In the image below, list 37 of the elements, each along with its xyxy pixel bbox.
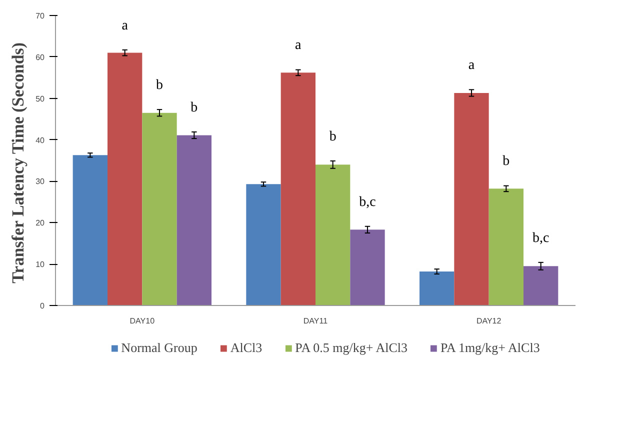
data-label: b — [156, 78, 163, 93]
y-tick-label: 30 — [36, 177, 46, 186]
data-label: b — [502, 154, 510, 170]
y-tick-label: 70 — [36, 12, 46, 20]
bar — [454, 92, 489, 306]
data-label: b,c — [359, 194, 376, 210]
y-tick-label: 10 — [36, 260, 46, 270]
y-axis-title: Transfer Latency Time (Seconds) — [8, 42, 28, 284]
legend-label: AlCl3 — [230, 340, 262, 356]
bar — [176, 135, 212, 306]
data-label: a — [295, 38, 302, 54]
legend-label: Normal Group — [121, 340, 198, 356]
bar — [524, 266, 558, 306]
y-tick-label: 20 — [36, 218, 46, 228]
y-tick-label: 60 — [36, 52, 46, 62]
bar — [142, 112, 177, 306]
x-tick-label: DAY12 — [476, 316, 502, 326]
data-label: a — [122, 18, 129, 34]
y-tick-label: 0 — [40, 302, 46, 310]
bar — [350, 230, 385, 306]
bar — [420, 272, 454, 306]
legend-label: PA 1mg/kg+ AlCl3 — [440, 340, 540, 356]
bar — [246, 184, 281, 306]
data-label: b,c — [532, 230, 550, 246]
data-label: b — [329, 129, 336, 144]
bar — [72, 155, 108, 306]
data-label: a — [468, 58, 476, 74]
x-tick-label: DAY11 — [303, 316, 328, 326]
data-label: b — [190, 100, 198, 116]
bar — [108, 52, 142, 306]
y-tick-label: 40 — [36, 136, 46, 145]
bar — [280, 72, 316, 306]
bar — [316, 164, 350, 306]
y-tick-label: 50 — [36, 94, 46, 104]
x-tick-label: DAY10 — [130, 316, 156, 326]
legend-label: PA 0.5 mg/kg+ AlCl3 — [295, 340, 408, 356]
bar — [488, 188, 524, 306]
